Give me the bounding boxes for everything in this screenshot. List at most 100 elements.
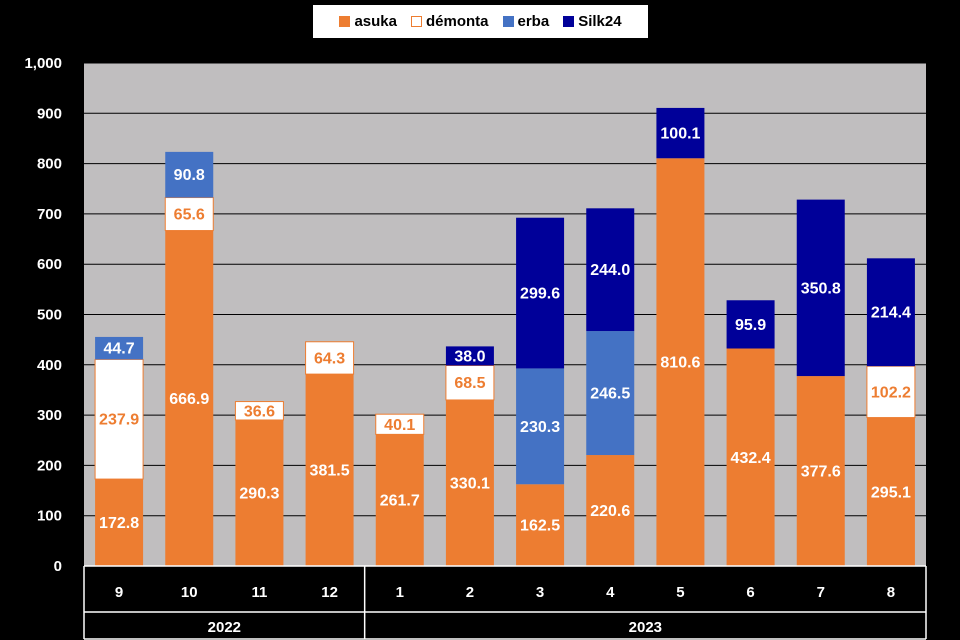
y-tick-label: 300 bbox=[37, 407, 62, 424]
legend-item-asuka: asuka bbox=[339, 13, 397, 30]
data-labels: 172.8 237.9 44.7 666.9 65.6 90.8 290.3 36.6 381.… bbox=[99, 126, 911, 535]
data-label: 172.8 bbox=[99, 515, 139, 532]
x-tick-label: 1 bbox=[396, 584, 404, 601]
x-tick-label: 7 bbox=[817, 584, 825, 601]
bar-démonta bbox=[305, 341, 355, 375]
data-label: 237.9 bbox=[99, 412, 139, 429]
bar-erba bbox=[516, 368, 565, 485]
x-tick-label: 6 bbox=[746, 584, 754, 601]
data-label: 295.1 bbox=[871, 484, 911, 501]
data-label: 214.4 bbox=[871, 305, 911, 322]
bar-Silk24 bbox=[726, 300, 775, 349]
bar-démonta bbox=[866, 365, 916, 419]
legend-label: asuka bbox=[354, 13, 397, 30]
data-label: 65.6 bbox=[174, 207, 205, 224]
bar-asuka bbox=[586, 455, 635, 566]
data-label: 68.5 bbox=[454, 375, 485, 392]
data-label: 246.5 bbox=[590, 386, 630, 403]
y-tick-label: 800 bbox=[37, 156, 62, 173]
y-tick-label: 1,000 bbox=[24, 55, 62, 72]
legend-label: erba bbox=[517, 13, 550, 30]
data-label: 38.0 bbox=[454, 348, 485, 365]
x-tick-label: 9 bbox=[115, 584, 123, 601]
legend-item-Silk24: Silk24 bbox=[563, 13, 622, 30]
bar-Silk24 bbox=[516, 217, 565, 369]
bar-démonta bbox=[445, 365, 495, 401]
y-tick-label: 600 bbox=[37, 256, 62, 273]
data-label: 100.1 bbox=[660, 126, 700, 143]
data-label: 261.7 bbox=[380, 493, 420, 510]
data-label: 244.0 bbox=[590, 262, 630, 279]
x-tick-label: 4 bbox=[606, 584, 615, 601]
data-label: 350.8 bbox=[801, 280, 841, 297]
bar-Silk24 bbox=[656, 107, 705, 159]
legend-label: Silk24 bbox=[578, 13, 622, 30]
y-tick-label: 500 bbox=[37, 307, 62, 324]
bar-Silk24 bbox=[796, 199, 845, 377]
bar-asuka bbox=[445, 399, 494, 566]
data-label: 290.3 bbox=[239, 485, 279, 502]
x-tick-label: 2 bbox=[466, 584, 474, 601]
x-tick-label: 10 bbox=[181, 584, 198, 601]
data-label: 40.1 bbox=[384, 417, 415, 434]
data-label: 666.9 bbox=[169, 391, 209, 408]
x-tick-label: 11 bbox=[251, 584, 267, 601]
bar-Silk24 bbox=[445, 346, 494, 366]
x-tick-label: 5 bbox=[676, 584, 684, 601]
data-label: 64.3 bbox=[314, 350, 345, 367]
bar-démonta bbox=[234, 401, 284, 421]
legend-item-erba: erba bbox=[502, 13, 550, 30]
bar-asuka bbox=[866, 417, 915, 566]
gridlines bbox=[84, 62, 926, 517]
legend-item-démonta: démonta bbox=[410, 13, 489, 30]
y-axis: 0 100 200 300 400 500 600 700 800 900 1,000 bbox=[24, 55, 62, 575]
data-label: 330.1 bbox=[450, 475, 490, 492]
year-group-label: 2022 bbox=[208, 619, 241, 636]
data-label: 432.4 bbox=[731, 450, 771, 467]
bar-Silk24 bbox=[866, 258, 915, 367]
bar-asuka bbox=[305, 374, 354, 566]
bar-démonta bbox=[94, 358, 144, 480]
data-label: 220.6 bbox=[590, 503, 630, 520]
data-label: 36.6 bbox=[244, 403, 275, 420]
bars bbox=[94, 107, 916, 567]
year-group-label: 2023 bbox=[629, 619, 662, 636]
bar-erba bbox=[586, 331, 635, 456]
bar-erba bbox=[165, 151, 214, 198]
x-tick-label: 3 bbox=[536, 584, 544, 601]
legend-swatch bbox=[339, 16, 351, 27]
bar-asuka bbox=[796, 376, 845, 566]
bar-démonta bbox=[164, 197, 214, 232]
legend-swatch bbox=[502, 16, 514, 27]
y-tick-label: 400 bbox=[37, 357, 62, 374]
data-label: 44.7 bbox=[104, 341, 135, 358]
legend-label: démonta bbox=[425, 13, 489, 30]
bar-asuka bbox=[235, 419, 284, 566]
bar-asuka bbox=[516, 484, 565, 566]
data-label: 810.6 bbox=[660, 355, 700, 372]
bar-asuka bbox=[165, 230, 214, 566]
data-label: 90.8 bbox=[174, 167, 205, 184]
legend-swatch bbox=[563, 16, 575, 27]
y-tick-label: 0 bbox=[54, 558, 62, 575]
legend: asuka démonta erba Silk24 bbox=[313, 5, 648, 38]
bar-asuka bbox=[726, 348, 775, 566]
data-label: 381.5 bbox=[310, 463, 350, 480]
y-tick-label: 100 bbox=[37, 508, 62, 525]
x-tick-label: 8 bbox=[887, 584, 895, 601]
bar-Silk24 bbox=[586, 208, 635, 332]
legend-swatch bbox=[410, 16, 422, 27]
bar-erba bbox=[95, 336, 144, 360]
y-tick-label: 200 bbox=[37, 457, 62, 474]
bar-asuka bbox=[656, 158, 705, 567]
data-label: 162.5 bbox=[520, 518, 560, 535]
y-tick-label: 900 bbox=[37, 105, 62, 122]
data-label: 95.9 bbox=[735, 317, 766, 334]
y-tick-label: 700 bbox=[37, 206, 62, 223]
x-tick-label: 12 bbox=[321, 584, 338, 601]
data-label: 230.3 bbox=[520, 419, 560, 436]
data-label: 299.6 bbox=[520, 286, 560, 303]
data-label: 377.6 bbox=[801, 464, 841, 481]
